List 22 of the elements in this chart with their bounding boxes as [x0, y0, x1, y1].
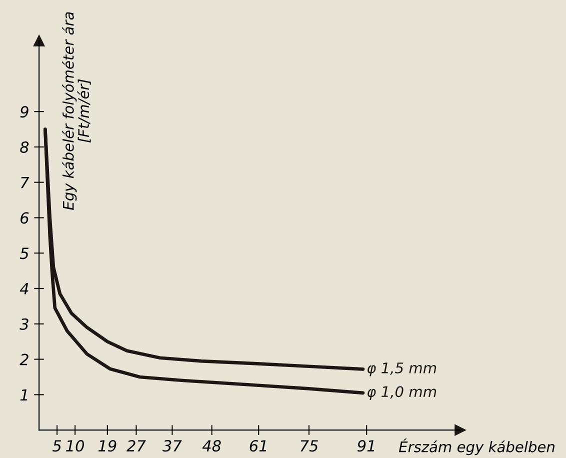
y-tick-label: 6 — [20, 212, 29, 224]
x-tick-label: 75 — [300, 440, 318, 452]
x-axis-title: Érszám egy kábelben — [398, 438, 554, 456]
y-axis-title: Egy kábelér folyóméter ára [Ft/m/ér] — [62, 12, 91, 210]
x-tick-label: 27 — [126, 440, 146, 452]
y-tick-label: 2 — [20, 354, 28, 366]
series-label: φ 1,0 mm — [368, 386, 436, 400]
y-tick-label: 1 — [20, 389, 28, 400]
y-tick-label: 7 — [21, 176, 30, 188]
series-label: φ 1,5 mm — [368, 362, 436, 376]
y-tick-label: 8 — [20, 141, 29, 153]
y-tick-label: 4 — [20, 283, 28, 294]
x-tick-label: 19 — [98, 440, 116, 452]
y-tick-label: 5 — [20, 248, 28, 260]
x-tick-label: 37 — [162, 440, 182, 452]
x-tick-label: 61 — [250, 440, 266, 452]
x-tick-label: 48 — [202, 440, 221, 452]
y-tick-label: 3 — [20, 318, 28, 330]
x-tick-label: 5 — [52, 440, 62, 452]
x-tick-label: 91 — [358, 440, 374, 452]
y-tick-label: 9 — [20, 106, 28, 118]
x-tick-label: 10 — [66, 440, 84, 452]
